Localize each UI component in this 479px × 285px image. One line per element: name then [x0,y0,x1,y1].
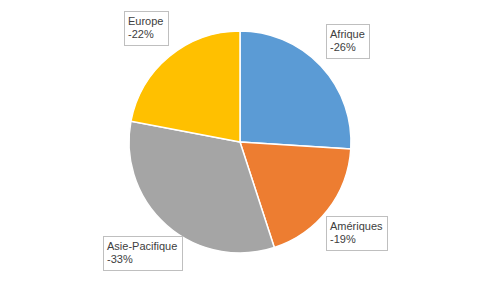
slice [129,121,274,253]
label-box [125,12,169,46]
label-text: Afrique-26% [330,28,365,53]
data-label: Europe-22% [125,12,169,46]
label-text: Europe-22% [128,15,163,40]
label-line: Asie-Pacifique [107,240,177,252]
label-line: Afrique [330,28,365,40]
slices [129,31,351,253]
label-line: Europe [128,15,163,27]
data-label: Amériques-19% [327,217,388,251]
chart: Afrique-26% Amériques-19% Asie-Pacifique-3… [0,0,479,285]
label-box [104,237,183,271]
label-line: -22% [128,28,154,40]
label-line: -19% [330,233,356,245]
data-label: Afrique-26% [327,25,370,59]
label-line: -33% [107,253,133,265]
label-text: Amériques-19% [330,220,383,245]
label-box [327,25,370,59]
label-line: Amériques [330,220,383,232]
data-label: Asie-Pacifique-33% [104,237,183,271]
slice [131,31,240,142]
label-box [327,217,388,251]
labels: Afrique-26% Amériques-19% Asie-Pacifique-3… [104,12,388,271]
label-line: -26% [330,41,356,53]
label-text: Asie-Pacifique-33% [107,240,177,265]
